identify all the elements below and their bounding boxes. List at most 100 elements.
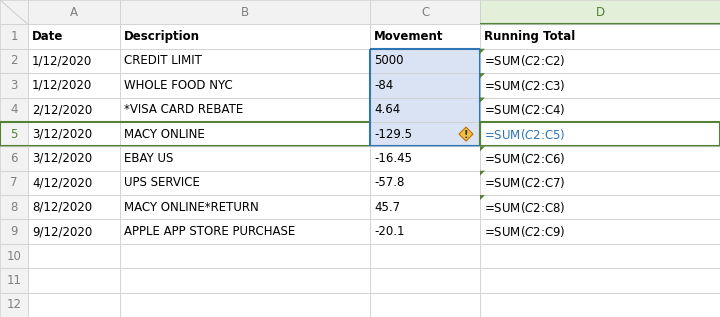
Bar (480, 171, 720, 195)
Polygon shape (480, 73, 485, 78)
Bar (370, 195, 480, 219)
Text: -84: -84 (374, 79, 393, 92)
Text: 45.7: 45.7 (374, 201, 400, 214)
Bar (370, 268, 480, 293)
Polygon shape (480, 195, 485, 200)
Text: =SUM($C$2:C6): =SUM($C$2:C6) (484, 151, 565, 166)
Bar (28, 122, 120, 146)
Text: Running Total: Running Total (484, 30, 575, 43)
Text: B: B (241, 6, 249, 19)
Text: -20.1: -20.1 (374, 225, 405, 238)
Text: 6: 6 (10, 152, 18, 165)
Text: 4: 4 (10, 103, 18, 116)
Polygon shape (480, 146, 485, 151)
Bar (480, 293, 720, 317)
Text: =SUM($C$2:C2): =SUM($C$2:C2) (484, 54, 565, 68)
Text: 12: 12 (6, 298, 22, 311)
Bar (120, 171, 370, 195)
Bar (120, 293, 370, 317)
Text: D: D (595, 6, 605, 19)
Bar (0, 195, 28, 219)
Text: =SUM($C$2:C4): =SUM($C$2:C4) (484, 102, 565, 117)
Bar (28, 0, 120, 24)
Text: 8: 8 (10, 201, 18, 214)
Bar (28, 24, 120, 49)
Text: 3: 3 (10, 79, 18, 92)
Text: Description: Description (124, 30, 200, 43)
Polygon shape (480, 171, 485, 176)
Text: 3/12/2020: 3/12/2020 (32, 152, 92, 165)
Text: 2/12/2020: 2/12/2020 (32, 103, 92, 116)
Bar (0, 49, 28, 73)
Bar (120, 24, 370, 49)
Text: 8/12/2020: 8/12/2020 (32, 201, 92, 214)
Text: Movement: Movement (374, 30, 444, 43)
Text: 1/12/2020: 1/12/2020 (32, 79, 92, 92)
Bar (28, 73, 120, 98)
Text: 1: 1 (10, 30, 18, 43)
Bar (370, 0, 480, 24)
Text: 9/12/2020: 9/12/2020 (32, 225, 92, 238)
Bar (120, 98, 370, 122)
Text: 7: 7 (10, 176, 18, 189)
Text: Date: Date (32, 30, 63, 43)
Text: 2: 2 (10, 55, 18, 68)
Text: 3/12/2020: 3/12/2020 (32, 128, 92, 141)
Bar (120, 195, 370, 219)
Bar (480, 219, 720, 244)
Text: 11: 11 (6, 274, 22, 287)
Text: EBAY US: EBAY US (124, 152, 174, 165)
Bar (0, 24, 28, 49)
Text: -129.5: -129.5 (374, 128, 412, 141)
Bar (370, 49, 480, 73)
Bar (28, 195, 120, 219)
Bar (370, 219, 480, 244)
Bar (370, 244, 480, 268)
Bar (480, 98, 720, 122)
Bar (480, 0, 720, 24)
Bar (28, 244, 120, 268)
Text: MACY ONLINE*RETURN: MACY ONLINE*RETURN (124, 201, 258, 214)
Bar (0, 146, 28, 171)
Bar (0, 73, 28, 98)
Text: =SUM($C$2:C5): =SUM($C$2:C5) (484, 126, 565, 142)
Text: 1/12/2020: 1/12/2020 (32, 55, 92, 68)
Bar (0, 171, 28, 195)
Bar (0, 122, 28, 146)
Bar (28, 293, 120, 317)
Text: C: C (421, 6, 429, 19)
Text: -57.8: -57.8 (374, 176, 405, 189)
Text: MACY ONLINE: MACY ONLINE (124, 128, 204, 141)
Bar (120, 146, 370, 171)
Bar (28, 171, 120, 195)
Bar (370, 146, 480, 171)
Bar (120, 268, 370, 293)
Bar (480, 244, 720, 268)
Bar (28, 268, 120, 293)
Text: =SUM($C$2:C7): =SUM($C$2:C7) (484, 175, 565, 191)
Text: CREDIT LIMIT: CREDIT LIMIT (124, 55, 202, 68)
Bar (28, 146, 120, 171)
Bar (28, 219, 120, 244)
Bar (480, 73, 720, 98)
Text: 4/12/2020: 4/12/2020 (32, 176, 92, 189)
Bar (370, 73, 480, 98)
Bar (0, 98, 28, 122)
Bar (480, 24, 720, 49)
Bar (0, 219, 28, 244)
Bar (370, 98, 480, 122)
Bar (480, 268, 720, 293)
Bar (28, 98, 120, 122)
Text: 5: 5 (10, 128, 18, 141)
Text: !: ! (464, 130, 468, 139)
Text: UPS SERVICE: UPS SERVICE (124, 176, 200, 189)
Bar (370, 24, 480, 49)
Bar (480, 49, 720, 73)
Bar (0, 244, 28, 268)
Text: =SUM($C$2:C3): =SUM($C$2:C3) (484, 78, 565, 93)
Bar (120, 219, 370, 244)
Text: 9: 9 (10, 225, 18, 238)
Text: -16.45: -16.45 (374, 152, 412, 165)
Bar (370, 171, 480, 195)
Bar (480, 122, 720, 146)
